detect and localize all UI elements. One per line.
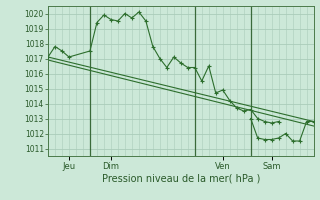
X-axis label: Pression niveau de la mer( hPa ): Pression niveau de la mer( hPa ) <box>102 173 260 183</box>
